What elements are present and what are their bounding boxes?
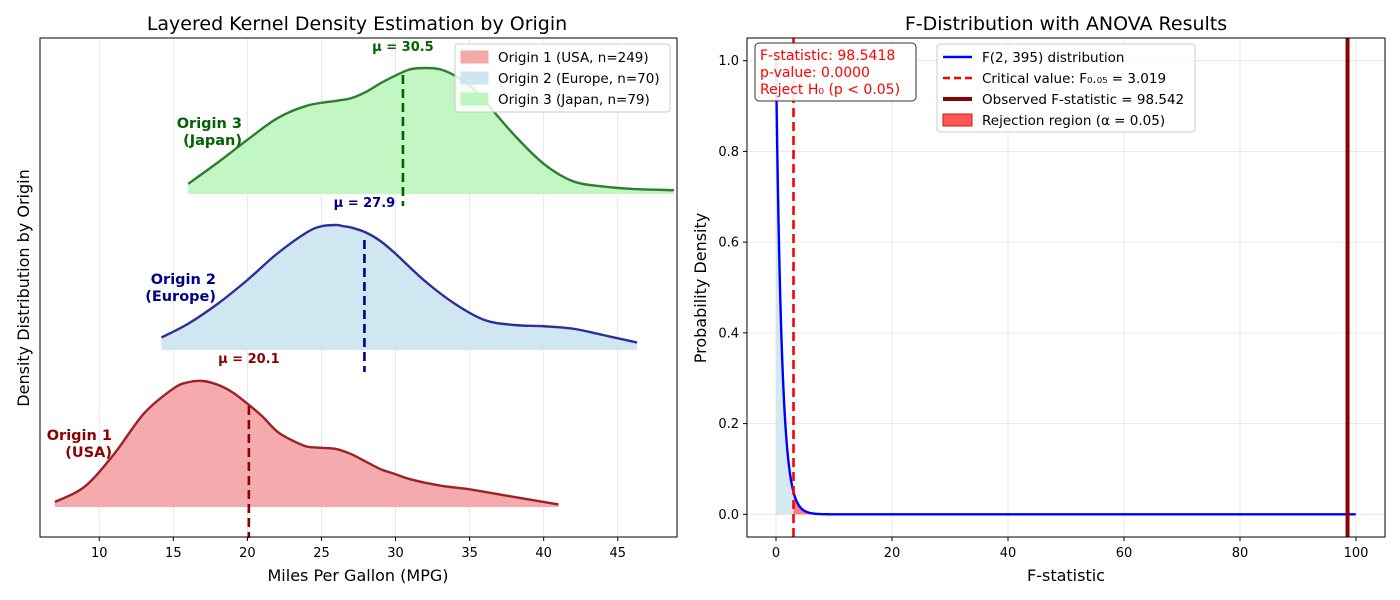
f-pdf-curve <box>774 60 1356 516</box>
kde-legend-swatch-1 <box>460 50 489 64</box>
f-y-tick-label: 0.8 <box>718 145 739 160</box>
kde-mean-label-2: μ = 27.9 <box>334 196 396 211</box>
anova-result-frame <box>754 42 917 102</box>
f-acceptance-region <box>776 60 794 515</box>
kde-area-3 <box>188 68 675 194</box>
anova-result-line-2: p-value: 0.0000 <box>760 65 870 81</box>
kde-x-tick-label: 35 <box>461 546 478 561</box>
kde-origin-label-3: Origin 3 <box>177 116 242 132</box>
f-x-tick-label: 0 <box>772 546 780 561</box>
kde-area-1 <box>54 380 559 507</box>
kde-legend-swatch-2 <box>460 71 489 85</box>
kde-title: Layered Kernel Density Estimation by Ori… <box>147 13 567 35</box>
kde-curve-2 <box>160 223 638 344</box>
kde-legend: Origin 1 (USA, n=249) Origin 2 (Europe, n… <box>454 43 671 113</box>
f-x-tick-label: 40 <box>1000 546 1017 561</box>
f-rejection-region <box>793 491 1356 515</box>
f-legend-label-1: F(2, 395) distribution <box>982 50 1124 66</box>
f-x-tick-label: 20 <box>884 546 901 561</box>
f-legend-label-4: Rejection region (α = 0.05) <box>982 113 1165 129</box>
kde-legend-swatch-3 <box>460 92 489 106</box>
kde-area-2 <box>161 225 638 350</box>
f-y-tick-label: 0.4 <box>718 326 739 341</box>
anova-result-line-3: Reject H₀ (p < 0.05) <box>760 82 900 98</box>
f-distribution-panel: F-Distribution with ANOVA Results 0 20 40 6… <box>691 13 1386 585</box>
kde-x-axis-label: Miles Per Gallon (MPG) <box>268 566 449 585</box>
kde-x-ticks: 10 15 20 25 30 35 40 45 <box>91 537 626 561</box>
f-y-tick-label: 0.6 <box>718 236 739 251</box>
kde-x-tick-label: 45 <box>609 546 626 561</box>
f-y-axis-label: Probability Density <box>691 213 710 364</box>
kde-legend-label-3: Origin 3 (Japan, n=79) <box>498 92 650 108</box>
f-y-tick-label: 1.0 <box>718 54 739 69</box>
kde-x-tick-label: 25 <box>313 546 330 561</box>
f-title: F-Distribution with ANOVA Results <box>905 13 1227 35</box>
f-marks <box>774 38 1356 537</box>
f-legend-swatch-4 <box>942 113 973 127</box>
f-x-tick-label: 100 <box>1344 546 1369 561</box>
kde-curve-3 <box>187 66 675 192</box>
kde-legend-label-2: Origin 2 (Europe, n=70) <box>498 71 660 87</box>
kde-x-tick-label: 40 <box>535 546 552 561</box>
f-legend: F(2, 395) distribution Critical value: F₀… <box>936 43 1196 133</box>
kde-x-tick-label: 15 <box>165 546 182 561</box>
kde-plot-frame <box>39 37 678 538</box>
kde-origin-label-2: Origin 2 <box>151 272 216 288</box>
f-ticks: 0 20 40 60 80 100 0.0 0.2 0.4 0.6 0.8 1.0 <box>718 54 1368 561</box>
f-y-tick-label: 0.0 <box>718 508 739 523</box>
kde-origin-sublabel-2: (Europe) <box>145 289 216 305</box>
kde-y-axis-label: Density Distribution by Origin <box>14 169 33 406</box>
f-legend-label-3: Observed F-statistic = 98.542 <box>982 92 1184 108</box>
anova-result-line-1: F-statistic: 98.5418 <box>760 48 895 64</box>
f-legend-label-2: Critical value: F₀.₀₅ = 3.019 <box>982 71 1166 87</box>
kde-panel: Layered Kernel Density Estimation by Ori… <box>14 13 678 585</box>
kde-mean-label-3: μ = 30.5 <box>372 40 434 55</box>
kde-origin-label-1: Origin 1 <box>47 428 112 444</box>
kde-legend-box <box>454 43 671 113</box>
f-x-tick-label: 60 <box>1116 546 1133 561</box>
f-y-tick-label: 0.2 <box>718 417 739 432</box>
kde-areas: μ = 20.1 Origin 1(USA) μ = 27.9 Origin 2(Eu… <box>47 40 675 538</box>
f-plot-frame <box>746 37 1386 538</box>
kde-legend-label-1: Origin 1 (USA, n=249) <box>498 50 649 66</box>
f-legend-box <box>936 43 1196 133</box>
f-x-tick-label: 80 <box>1232 546 1249 561</box>
kde-mean-label-1: μ = 20.1 <box>218 352 280 367</box>
kde-x-tick-label: 10 <box>91 546 108 561</box>
kde-origin-sublabel-3: (Japan) <box>183 133 242 149</box>
kde-x-tick-label: 20 <box>239 546 256 561</box>
kde-origin-sublabel-1: (USA) <box>65 445 112 461</box>
kde-x-tick-label: 30 <box>387 546 404 561</box>
kde-curve-1 <box>54 379 559 506</box>
f-x-axis-label: F-statistic <box>1027 566 1105 585</box>
